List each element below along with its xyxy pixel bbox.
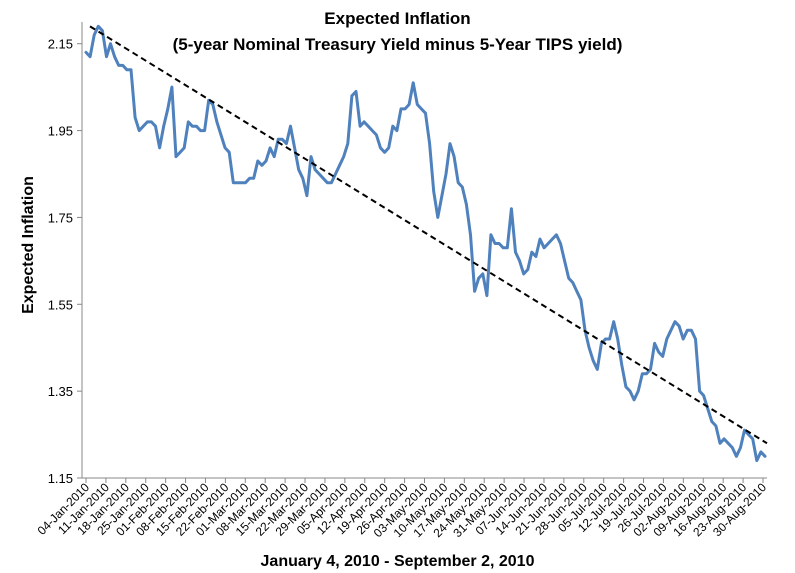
- y-tick-label: 1.55: [48, 297, 73, 312]
- y-tick-label: 2.15: [48, 37, 73, 52]
- y-tick-label: 1.15: [48, 471, 73, 486]
- series-line-0: [84, 24, 767, 463]
- trendline: [89, 25, 768, 445]
- y-tick-label: 1.35: [48, 384, 73, 399]
- chart-title: Expected Inflation: [324, 9, 471, 28]
- y-tick-label: 1.75: [48, 210, 73, 225]
- x-axis-label: January 4, 2010 - September 2, 2010: [260, 553, 535, 570]
- y-tick-label: 1.95: [48, 124, 73, 139]
- chart-subtitle: (5-year Nominal Treasury Yield minus 5-Y…: [172, 35, 623, 54]
